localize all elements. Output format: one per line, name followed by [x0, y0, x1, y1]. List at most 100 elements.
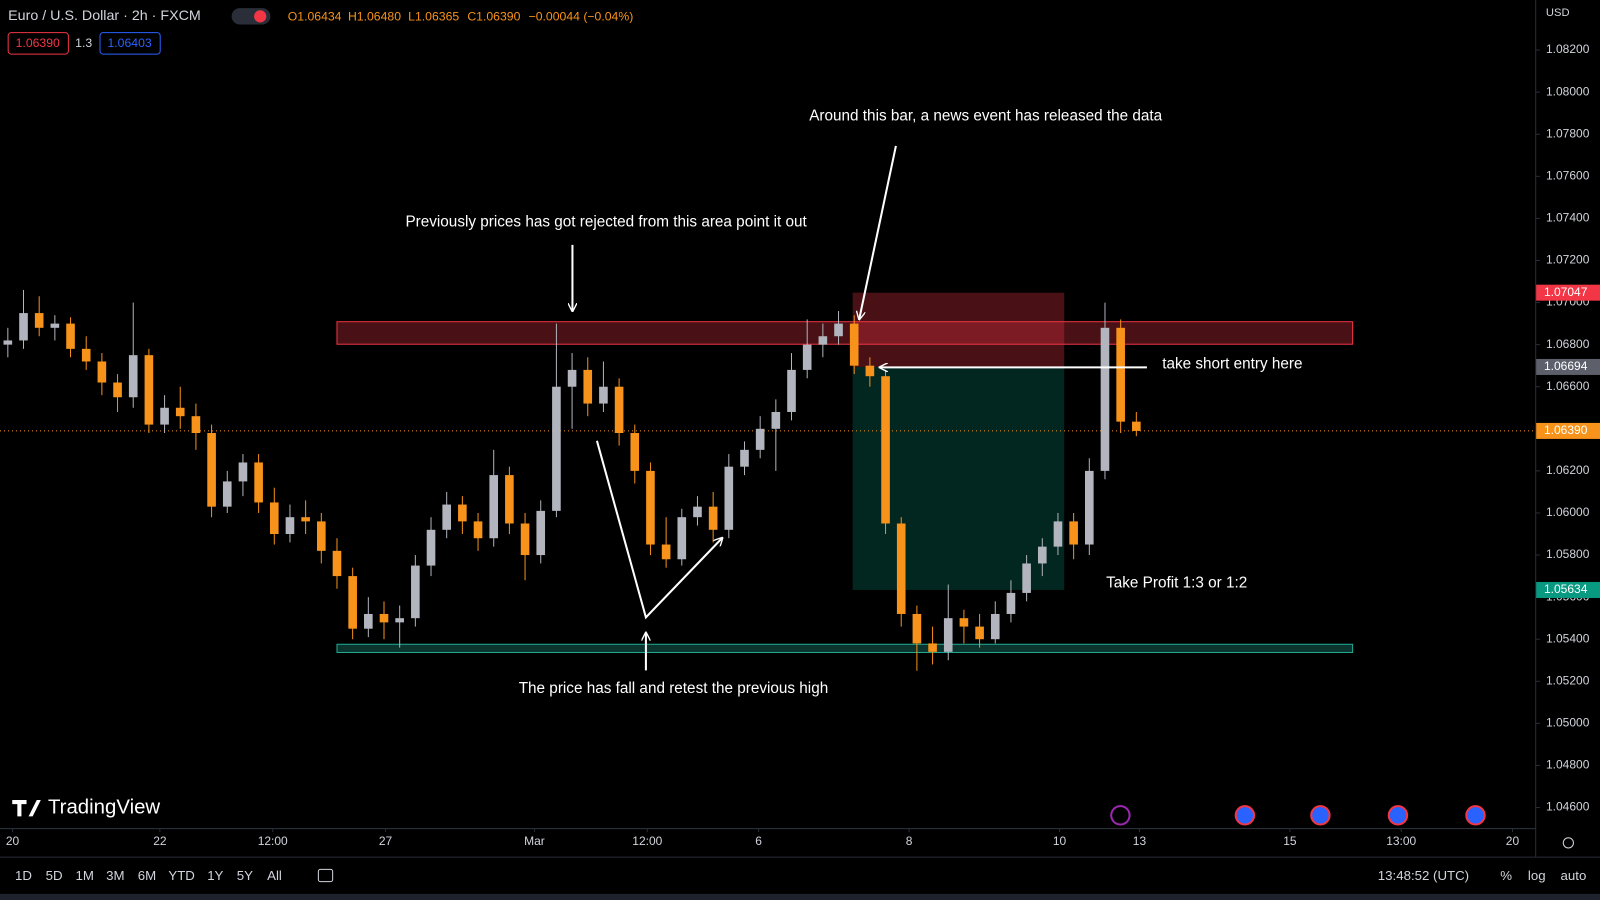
- candle-body: [975, 626, 984, 640]
- x-tick-label: 20: [6, 834, 20, 848]
- candle-body: [708, 506, 718, 530]
- candle-body: [379, 613, 389, 623]
- candle-body: [222, 481, 232, 507]
- candle-body: [442, 504, 452, 530]
- candle-body: [536, 510, 546, 556]
- candle-body: [175, 407, 185, 417]
- candle-body: [928, 643, 937, 652]
- brand-name: TradingView: [48, 797, 160, 819]
- candle-body: [693, 506, 702, 518]
- candle-body: [207, 433, 216, 507]
- brand-logo: [12, 799, 41, 817]
- candle-body: [81, 348, 91, 362]
- candle-body: [473, 521, 483, 539]
- y-tick-label: 1.04800: [1546, 758, 1590, 772]
- settings-icon[interactable]: [1562, 837, 1574, 849]
- currency[interactable]: USD: [1546, 7, 1570, 19]
- y-tick-label: 1.06000: [1546, 505, 1590, 519]
- range-button[interactable]: 1Y: [207, 868, 223, 883]
- range-button[interactable]: 6M: [138, 868, 156, 883]
- y-tick-label: 1.08200: [1546, 42, 1590, 56]
- candle-body: [865, 365, 875, 377]
- candle-body: [1100, 327, 1110, 471]
- range-button[interactable]: All: [267, 868, 282, 883]
- candle-body: [583, 369, 593, 404]
- y-tick-label: 1.06200: [1546, 463, 1590, 477]
- y-tick-label: 1.06800: [1546, 337, 1590, 351]
- candle-body: [881, 376, 890, 524]
- candle-body: [599, 386, 608, 404]
- axes: 1.04600 1.04800 1.05000 1.05200 1.05400 1.056…: [6, 42, 1600, 848]
- range-button[interactable]: 5Y: [237, 868, 253, 883]
- event-icon[interactable]: [1310, 805, 1331, 826]
- percent-toggle[interactable]: %: [1500, 868, 1512, 883]
- candle-body: [34, 313, 44, 328]
- y-tick-label: 1.05400: [1546, 631, 1590, 645]
- x-tick-label: 12:00: [632, 834, 662, 848]
- candle-body: [552, 386, 561, 511]
- candle-body: [332, 550, 342, 577]
- candle-body: [1069, 521, 1078, 545]
- annotation: take short entry here: [1162, 355, 1302, 372]
- sell-price[interactable]: 1.06390: [16, 36, 60, 50]
- candle-body: [489, 475, 499, 539]
- event-icon[interactable]: [1387, 805, 1409, 826]
- annotation: Previously prices has got rejected from …: [405, 213, 807, 230]
- y-tick-label: 1.07400: [1546, 211, 1590, 225]
- clock: 13:48:52 (UTC): [1378, 868, 1469, 883]
- arrow: [595, 440, 723, 620]
- candle-body: [912, 613, 922, 644]
- buy-box[interactable]: [99, 32, 161, 55]
- candle-body: [505, 475, 514, 524]
- log-toggle[interactable]: log: [1528, 868, 1546, 883]
- y-tick-label: 1.05800: [1546, 547, 1590, 561]
- range-button[interactable]: 1M: [75, 868, 93, 883]
- y-tick-label: 1.08000: [1546, 84, 1590, 98]
- candle-body: [661, 544, 671, 560]
- ohlc-low: L1.06365: [408, 10, 459, 24]
- event-icon[interactable]: [1465, 805, 1486, 826]
- candle-body: [395, 618, 404, 623]
- candle-body: [849, 323, 859, 366]
- arrow: [859, 145, 897, 319]
- y-tick-label: 1.07200: [1546, 253, 1590, 267]
- candle-body: [238, 462, 248, 482]
- price-marker-label: 1.07047: [1544, 285, 1588, 299]
- x-tick-label: 22: [153, 834, 167, 848]
- candle-body: [269, 502, 279, 535]
- y-tick-label: 1.05200: [1546, 673, 1590, 687]
- candle-body: [520, 523, 530, 556]
- date-range-icon[interactable]: [317, 868, 334, 883]
- candle-body: [1037, 546, 1047, 564]
- candle-body: [1053, 521, 1063, 547]
- resistance-zone: [336, 321, 1354, 345]
- x-tick-label: 13:00: [1386, 834, 1416, 848]
- candle-body: [677, 517, 687, 560]
- candle-body: [364, 613, 373, 629]
- symbol-title: Euro / U.S. Dollar · 2h · FXCM: [8, 8, 201, 24]
- price-marker: [1536, 358, 1600, 375]
- range-button[interactable]: 1D: [15, 868, 32, 883]
- y-tick-label: 1.06600: [1546, 379, 1590, 393]
- sell-box[interactable]: [7, 32, 69, 55]
- candle-body: [818, 336, 828, 345]
- event-icon[interactable]: [1234, 805, 1256, 826]
- event-icon[interactable]: [1110, 805, 1131, 826]
- candle-body: [802, 344, 812, 370]
- candle-body: [990, 613, 1000, 640]
- range-button[interactable]: 5D: [46, 868, 63, 883]
- range-button[interactable]: YTD: [168, 868, 194, 883]
- plot: [3, 289, 1141, 671]
- buy-price[interactable]: 1.06403: [107, 36, 151, 50]
- annotation: Around this bar, a news event has releas…: [809, 107, 1162, 124]
- auto-toggle[interactable]: auto: [1561, 868, 1587, 883]
- range-button[interactable]: 3M: [106, 868, 124, 883]
- x-tick-label: 27: [379, 834, 393, 848]
- candle-body: [614, 386, 624, 434]
- y-tick-label: 1.05000: [1546, 716, 1590, 730]
- candle-body: [285, 517, 295, 535]
- candle-body: [959, 618, 969, 627]
- stop-area: [852, 292, 1065, 367]
- candle-body: [97, 361, 107, 383]
